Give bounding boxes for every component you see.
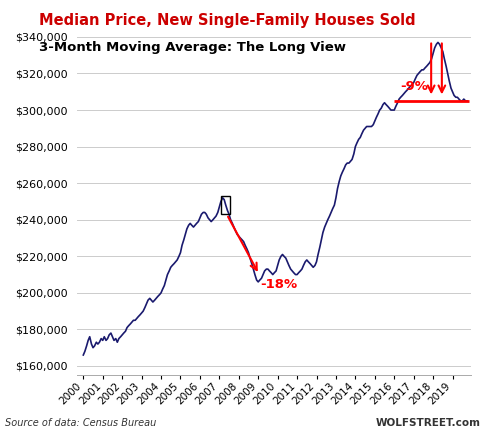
Text: 3-Month Moving Average: The Long View: 3-Month Moving Average: The Long View bbox=[39, 41, 346, 54]
Text: -18%: -18% bbox=[260, 278, 297, 291]
Bar bbox=[221, 196, 230, 214]
Text: WOLFSTREET.com: WOLFSTREET.com bbox=[376, 418, 481, 428]
Text: -9%: -9% bbox=[400, 80, 428, 93]
Text: Median Price, New Single-Family Houses Sold: Median Price, New Single-Family Houses S… bbox=[39, 13, 416, 28]
Text: Source of data: Census Bureau: Source of data: Census Bureau bbox=[5, 418, 156, 428]
